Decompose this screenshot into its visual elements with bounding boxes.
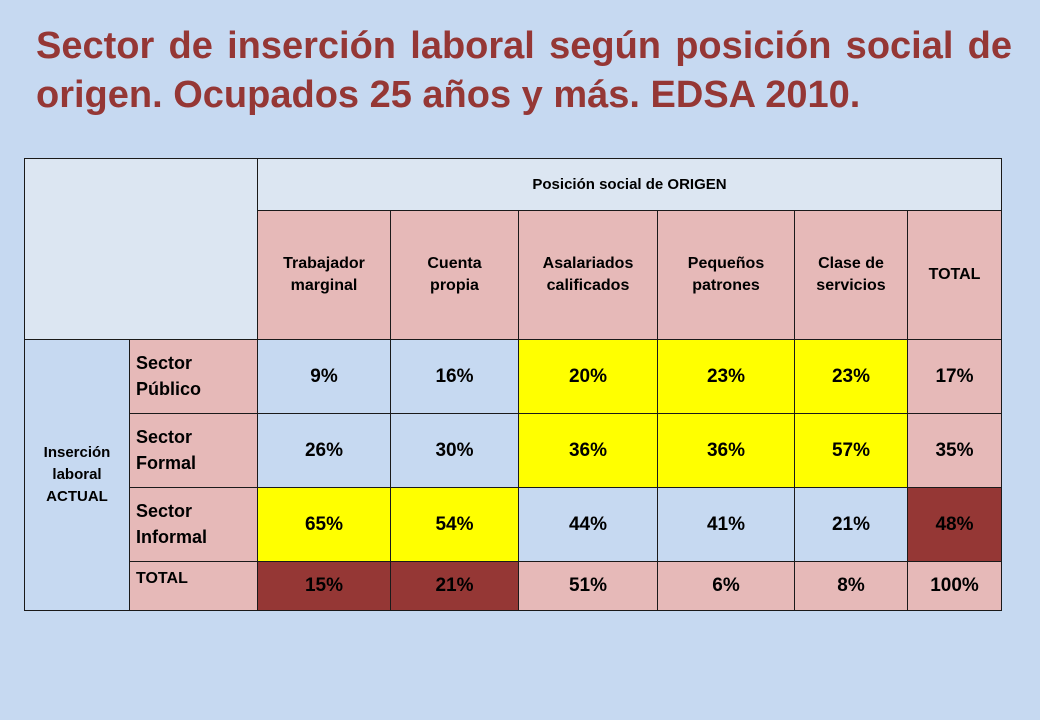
table-cell: 16%: [390, 339, 519, 414]
row-label-sector-informal: Sector Informal: [129, 487, 258, 562]
row-label-sector-formal: Sector Formal: [129, 413, 258, 488]
table-cell: 54%: [390, 487, 519, 562]
table-cell: 36%: [518, 413, 658, 488]
table-cell: 15%: [257, 561, 391, 611]
origin-header: Posición social de ORIGEN: [257, 158, 1002, 211]
corner-cell: [24, 158, 258, 340]
column-header-clase-de-servicios: Clase de servicios: [794, 210, 908, 340]
row-group-label: Inserción laboral ACTUAL: [24, 339, 130, 611]
table-cell: 26%: [257, 413, 391, 488]
column-header-pequenos-patrones: Pequeños patrones: [657, 210, 795, 340]
column-header-trabajador-marginal: Trabajador marginal: [257, 210, 391, 340]
table-cell: 23%: [657, 339, 795, 414]
table-cell: 23%: [794, 339, 908, 414]
row-label-total: TOTAL: [129, 561, 258, 611]
column-header-cuenta-propia: Cuenta propia: [390, 210, 519, 340]
table-cell: 8%: [794, 561, 908, 611]
table-cell: 35%: [907, 413, 1002, 488]
column-header-asalariados-calificados: Asalariados calificados: [518, 210, 658, 340]
table-cell: 51%: [518, 561, 658, 611]
table-cell: 100%: [907, 561, 1002, 611]
table-cell: 44%: [518, 487, 658, 562]
table-cell: 9%: [257, 339, 391, 414]
table-cell: 20%: [518, 339, 658, 414]
table-cell: 48%: [907, 487, 1002, 562]
row-label-sector-publico: Sector Público: [129, 339, 258, 414]
table-cell: 57%: [794, 413, 908, 488]
table-cell: 36%: [657, 413, 795, 488]
table-cell: 6%: [657, 561, 795, 611]
table-cell: 21%: [390, 561, 519, 611]
data-table: Posición social de ORIGEN Trabajador marg…: [24, 158, 1002, 611]
slide-title: Sector de inserción laboral según posici…: [36, 25, 1012, 117]
column-header-total: TOTAL: [907, 210, 1002, 340]
table-cell: 65%: [257, 487, 391, 562]
table-cell: 21%: [794, 487, 908, 562]
table-cell: 41%: [657, 487, 795, 562]
table-cell: 30%: [390, 413, 519, 488]
table-cell: 17%: [907, 339, 1002, 414]
